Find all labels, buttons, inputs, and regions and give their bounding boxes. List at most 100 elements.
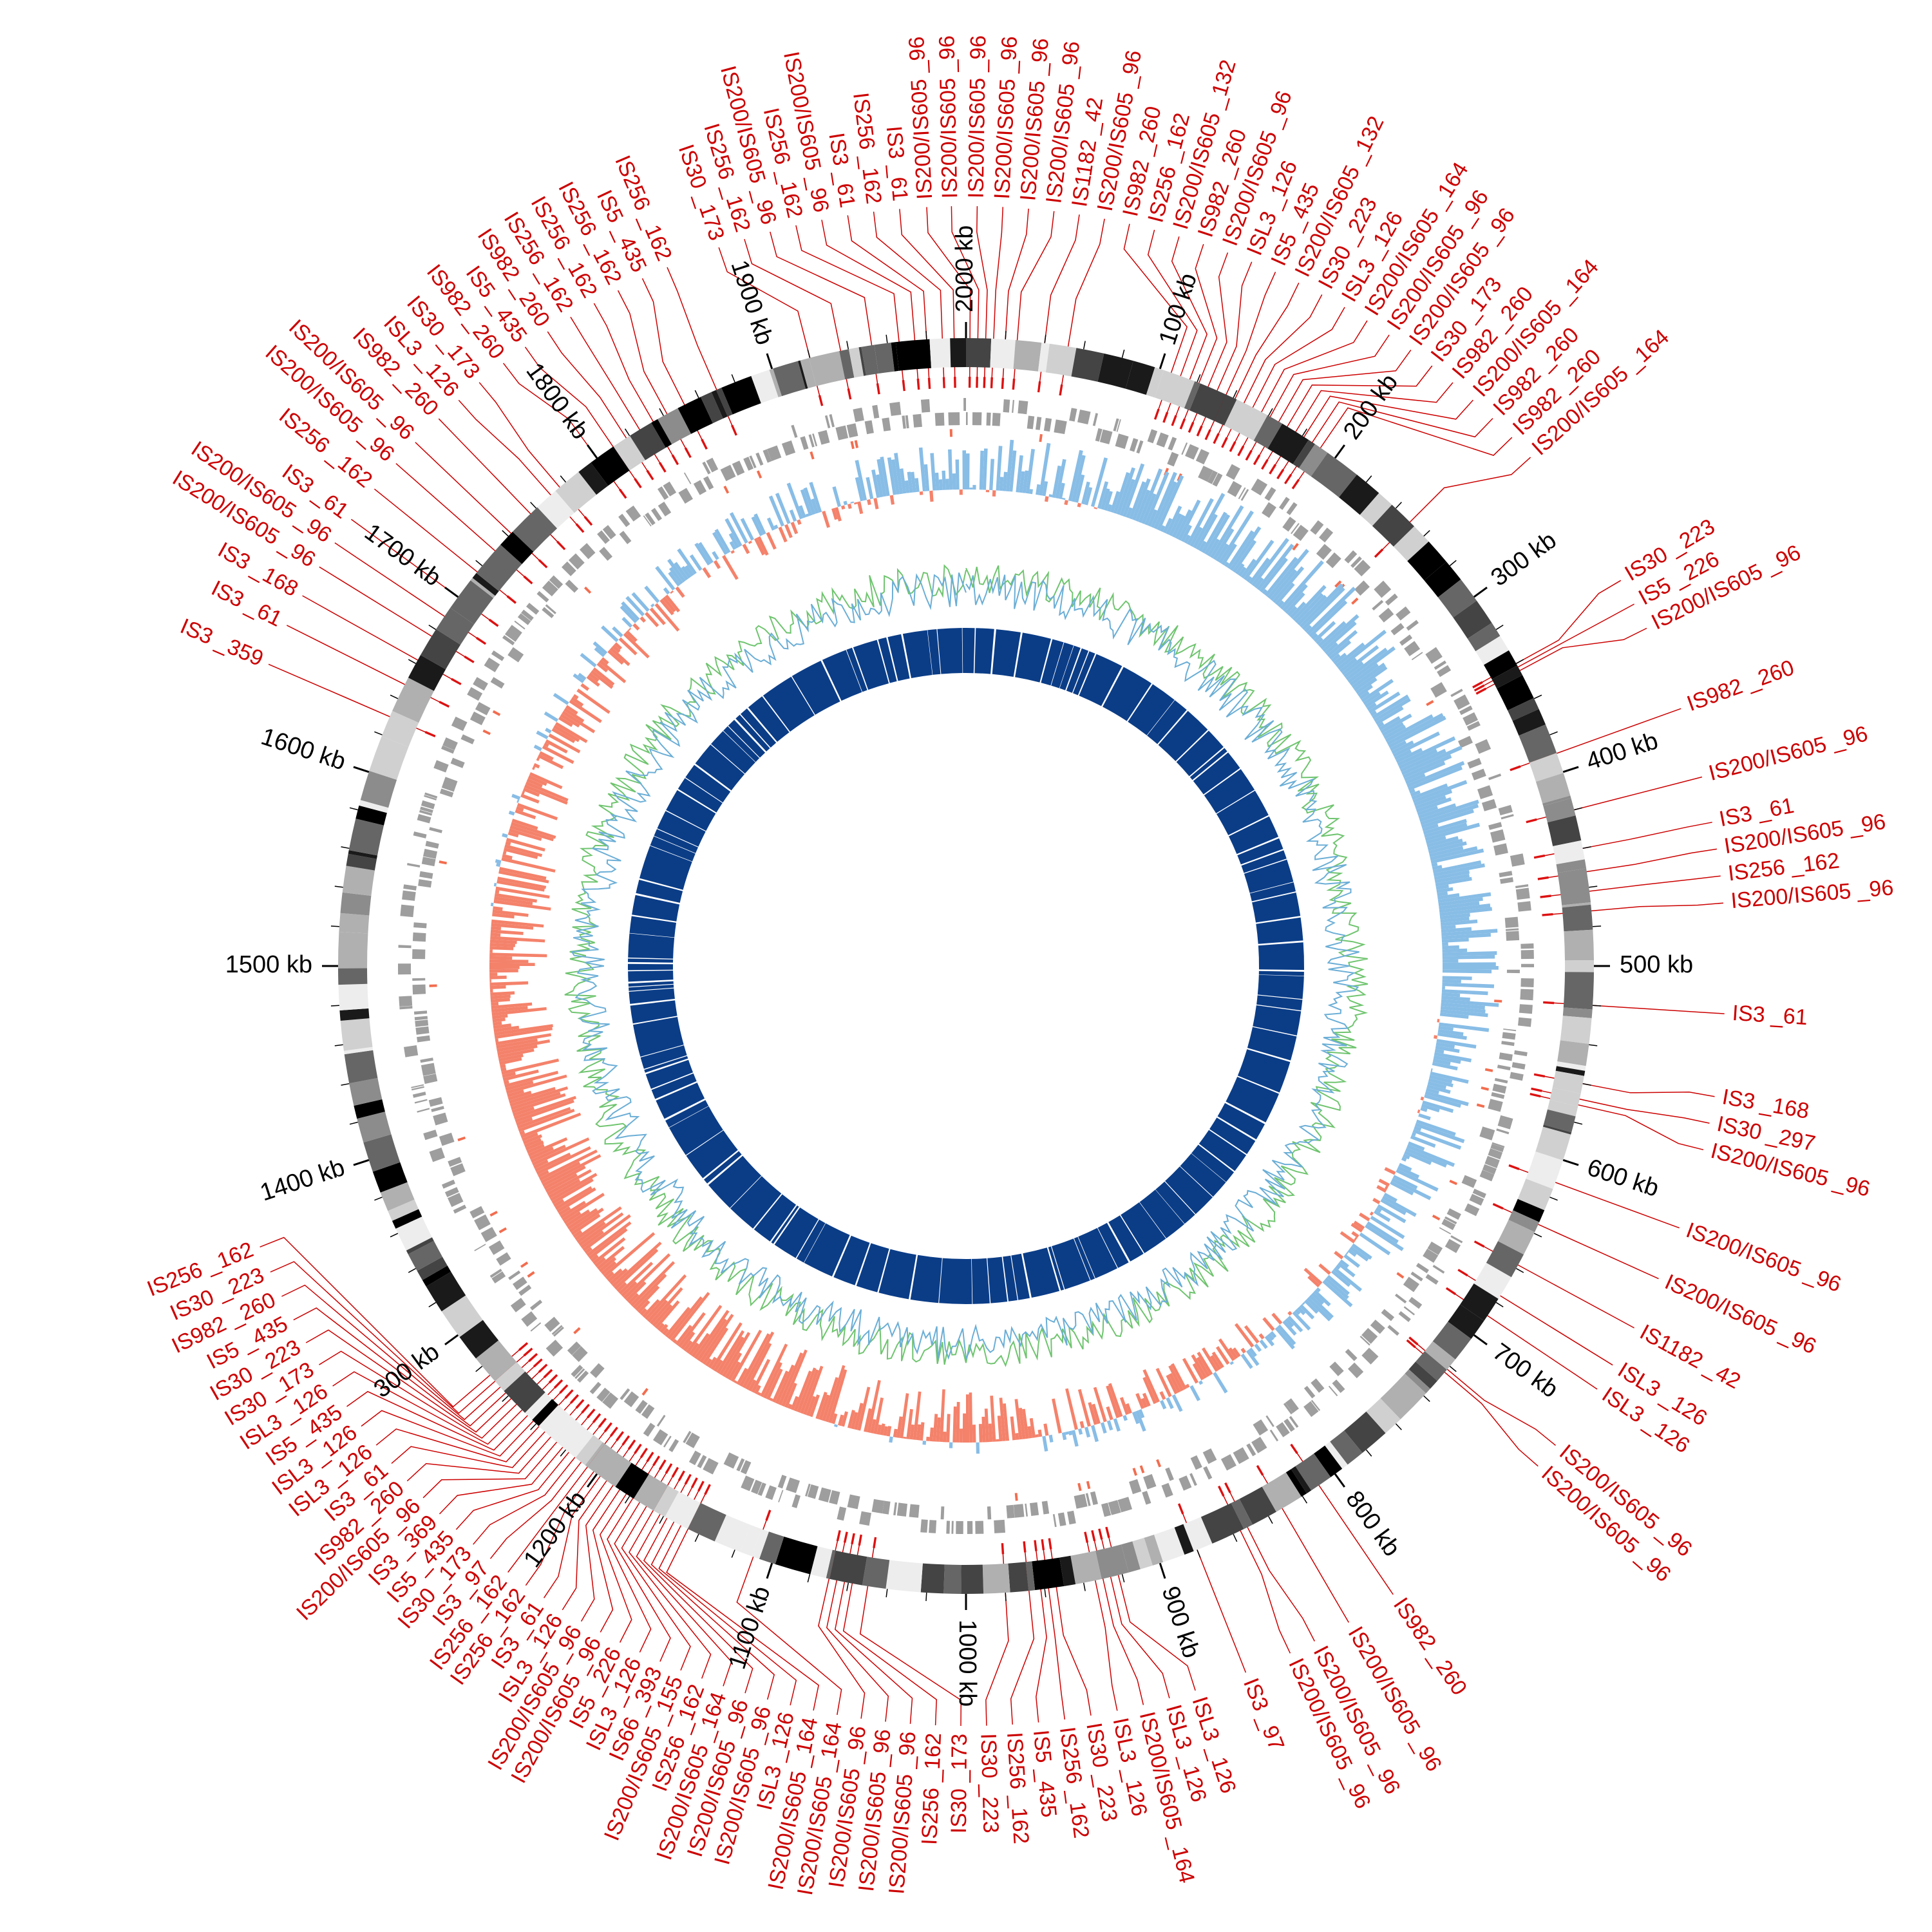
gene-block <box>1052 1514 1057 1528</box>
gc-line <box>564 564 1368 1367</box>
skew-bar <box>1375 706 1404 725</box>
gene-block <box>1279 497 1290 510</box>
backbone-block <box>1408 1361 1437 1389</box>
is-mark <box>451 677 462 685</box>
skew-bar <box>729 512 748 544</box>
gene-block <box>1454 694 1470 710</box>
skew-bar <box>614 1249 659 1290</box>
gene-block <box>442 737 458 750</box>
skew-bar <box>1430 846 1478 861</box>
gene-block <box>1085 1493 1091 1506</box>
skew-bar <box>1380 1198 1406 1215</box>
skew-bar <box>1398 1162 1412 1171</box>
minor-tick <box>390 1233 399 1238</box>
is-mark <box>1153 408 1160 420</box>
core-block <box>628 958 674 963</box>
skew-bar <box>683 1340 693 1352</box>
gene-block <box>1303 1386 1316 1399</box>
gene-block <box>853 408 864 422</box>
skew-bar <box>492 909 529 917</box>
skew-bar <box>1271 1312 1283 1325</box>
skew-bar <box>712 531 728 555</box>
skew-bar <box>1198 1380 1204 1385</box>
skew-bar <box>544 1165 586 1190</box>
gene-block <box>1411 652 1423 661</box>
skew-bar <box>515 1099 574 1123</box>
is-mark <box>1510 765 1521 772</box>
core-genome-ring <box>627 627 1305 1304</box>
minor-tick <box>1233 390 1238 399</box>
skew-bar <box>689 554 703 571</box>
skew-bar <box>1282 583 1308 612</box>
feature-marker <box>949 429 952 437</box>
skew-bar <box>1347 1249 1357 1257</box>
skew-bar <box>748 1379 757 1392</box>
gene-block <box>1499 871 1513 878</box>
backbone-block <box>1285 1469 1307 1497</box>
skew-bar <box>1108 1383 1123 1417</box>
gene-block <box>424 795 437 800</box>
skew-bar <box>948 449 953 490</box>
skew-bar <box>1078 1428 1083 1435</box>
skew-bar <box>696 1318 727 1361</box>
is-mark <box>1473 1240 1485 1248</box>
gene-block <box>1471 768 1486 781</box>
skew-bar <box>1351 1231 1359 1238</box>
gene-block <box>400 904 415 918</box>
skew-bar <box>588 1227 628 1260</box>
core-block <box>639 846 692 890</box>
minor-tick <box>530 1423 537 1430</box>
skew-bar <box>564 1211 582 1224</box>
skew-bar <box>819 1394 830 1421</box>
skew-bar <box>1388 715 1446 748</box>
core-block <box>711 731 755 774</box>
gene-block <box>1482 1164 1497 1175</box>
minor-tick <box>1423 1395 1430 1402</box>
gene-block <box>889 402 902 416</box>
gene-block <box>1398 1311 1411 1322</box>
is-mark <box>1543 1001 1555 1005</box>
gene-block <box>905 415 909 429</box>
skew-bar <box>547 1169 592 1196</box>
skew-bar <box>496 1038 538 1049</box>
skew-bar <box>489 949 493 953</box>
gene-block <box>658 486 669 500</box>
skew-bar <box>515 809 536 820</box>
skew-bar <box>1218 510 1254 564</box>
leader-line <box>873 211 945 387</box>
minor-tick <box>1005 330 1007 339</box>
gene-block <box>1399 634 1413 646</box>
skew-bar <box>1106 504 1112 512</box>
gene-block <box>1074 1493 1088 1509</box>
gene-block <box>480 1227 497 1242</box>
backbone-block <box>1448 1304 1484 1339</box>
gene-block <box>1430 682 1447 698</box>
skew-bar <box>681 565 692 579</box>
is-mark <box>1048 1538 1052 1549</box>
skew-bar <box>1442 945 1459 950</box>
minor-tick <box>1582 1083 1591 1086</box>
backbone-block <box>441 1295 483 1338</box>
skew-bar <box>675 1325 692 1346</box>
major-tick <box>1334 444 1345 459</box>
skew-bar <box>573 694 579 700</box>
skew-bar <box>1397 1166 1420 1179</box>
gene-block <box>545 1340 564 1357</box>
skew-bar <box>1414 1126 1422 1132</box>
backbone-block <box>380 1182 415 1211</box>
backbone-block <box>1231 1499 1253 1530</box>
feature-marker <box>1351 597 1359 605</box>
gene-block <box>505 625 522 642</box>
gene-block <box>1518 1017 1532 1027</box>
core-block <box>650 836 696 862</box>
minor-tick <box>731 374 735 383</box>
gene-block <box>1425 647 1443 664</box>
skew-bar <box>1094 507 1097 509</box>
skew-bar <box>1439 1012 1469 1019</box>
gene-block <box>1143 1473 1157 1490</box>
gene-block <box>1520 950 1534 960</box>
skew-bar <box>502 833 508 838</box>
core-block <box>629 916 676 938</box>
is-mark <box>1059 384 1063 396</box>
tick-label: 1500 kb <box>225 951 312 978</box>
